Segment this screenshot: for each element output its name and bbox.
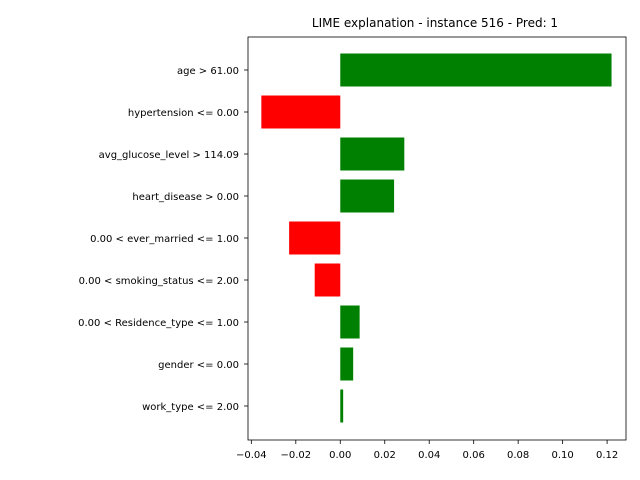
bar-7: [340, 347, 354, 381]
bar-1: [261, 95, 341, 129]
y-tick-label: 0.00 < Residence_type <= 1.00: [78, 318, 239, 329]
y-tick-label: 0.00 < smoking_status <= 2.00: [79, 276, 239, 287]
chart-title: LIME explanation - instance 516 - Pred: …: [312, 16, 558, 30]
x-tick-label: 0.04: [418, 450, 440, 461]
bars-layer: [261, 53, 612, 423]
x-tick-label: 0.00: [329, 450, 351, 461]
bar-3: [340, 179, 395, 213]
y-tick-label: work_type <= 2.00: [142, 402, 239, 413]
x-tick-label: 0.06: [463, 450, 485, 461]
y-tick-label: heart_disease > 0.00: [132, 192, 239, 203]
plot-frame: [247, 36, 627, 441]
bar-6: [340, 305, 360, 339]
x-tick-label: 0.02: [374, 450, 396, 461]
x-tick-label: −0.04: [236, 450, 267, 461]
y-tick-label: gender <= 0.00: [158, 360, 239, 371]
bar-5: [314, 263, 341, 297]
y-tick-label: hypertension <= 0.00: [128, 108, 239, 119]
axes-layer: age > 61.00 hypertension <= 0.00 avg_gluco…: [78, 36, 627, 461]
bar-0: [340, 53, 612, 87]
y-tick-label: 0.00 < ever_married <= 1.00: [90, 234, 239, 245]
y-tick-label: avg_glucose_level > 114.09: [99, 150, 239, 161]
bar-4: [289, 221, 341, 255]
x-tick-label: 0.08: [507, 450, 529, 461]
bar-8: [340, 389, 344, 423]
bar-2: [340, 137, 405, 171]
y-tick-label: age > 61.00: [177, 66, 239, 77]
x-tick-label: 0.12: [596, 450, 618, 461]
x-tick-label: 0.10: [551, 450, 573, 461]
x-tick-label: −0.02: [280, 450, 311, 461]
